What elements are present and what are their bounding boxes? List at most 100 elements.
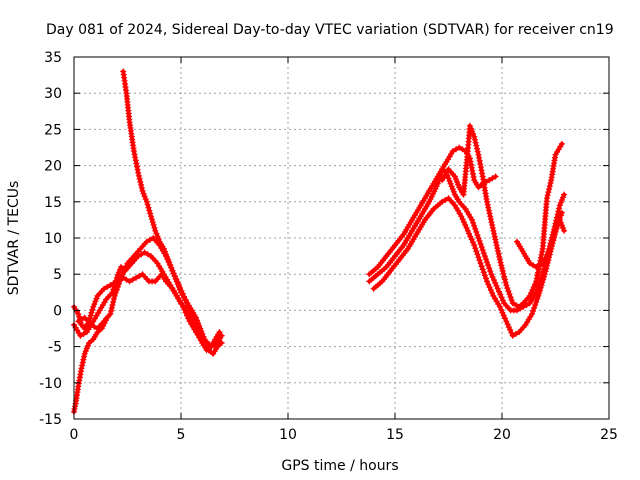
data-point xyxy=(453,176,459,183)
data-point xyxy=(557,199,564,206)
data-point xyxy=(459,146,466,153)
data-point xyxy=(556,205,563,212)
data-point xyxy=(492,173,499,180)
data-point xyxy=(175,283,182,290)
data-point xyxy=(489,290,496,296)
data-point xyxy=(539,248,546,255)
data-point xyxy=(135,169,142,176)
x-tick-label: 15 xyxy=(386,427,404,443)
data-point xyxy=(460,219,467,226)
data-point xyxy=(160,245,167,252)
data-point xyxy=(181,306,188,313)
data-point xyxy=(471,242,478,249)
data-point xyxy=(508,329,515,336)
data-point xyxy=(468,236,475,243)
data-point xyxy=(110,299,117,305)
data-point xyxy=(466,122,473,129)
data-point xyxy=(148,216,155,223)
data-point xyxy=(117,277,123,284)
data-point xyxy=(450,188,457,195)
data-point xyxy=(530,262,536,269)
data-point xyxy=(486,265,493,272)
data-point xyxy=(484,198,490,205)
data-point xyxy=(147,210,154,217)
y-tick-label: 15 xyxy=(44,195,62,211)
data-point xyxy=(550,233,557,240)
data-point xyxy=(150,222,157,228)
data-point xyxy=(483,275,489,282)
data-point xyxy=(451,173,458,180)
data-point xyxy=(491,233,498,240)
data-point xyxy=(471,133,478,140)
data-point xyxy=(485,207,492,214)
data-point xyxy=(88,309,95,316)
data-point xyxy=(496,253,503,260)
data-point xyxy=(83,345,90,352)
data-point xyxy=(133,274,140,281)
data-point xyxy=(470,219,477,226)
data-point xyxy=(439,198,446,205)
data-point xyxy=(174,281,181,288)
data-point xyxy=(533,299,540,305)
x-tick-label: 10 xyxy=(279,427,297,443)
y-tick-label: 5 xyxy=(53,267,62,283)
data-point xyxy=(155,235,162,242)
data-point xyxy=(469,239,476,246)
data-point xyxy=(512,302,519,308)
data-point xyxy=(446,178,453,184)
data-point xyxy=(543,253,550,260)
data-point xyxy=(543,262,550,269)
data-point xyxy=(546,183,553,190)
data-point xyxy=(153,230,160,237)
data-point xyxy=(467,233,474,240)
data-point xyxy=(114,283,121,290)
data-point xyxy=(556,202,563,209)
data-point xyxy=(499,297,506,304)
data-point xyxy=(474,145,480,152)
data-point xyxy=(110,295,117,302)
data-point xyxy=(484,259,490,266)
data-point xyxy=(84,342,91,349)
data-point xyxy=(499,265,505,272)
data-point xyxy=(475,235,482,241)
data-point xyxy=(163,251,169,258)
data-point xyxy=(143,238,150,245)
data-point xyxy=(449,148,456,155)
y-tick-label: 10 xyxy=(44,231,62,247)
data-point xyxy=(463,224,470,231)
data-point xyxy=(514,307,520,314)
data-point xyxy=(526,260,533,267)
data-point xyxy=(496,288,502,295)
data-point xyxy=(508,297,515,304)
data-point xyxy=(484,278,490,285)
series-trace-e xyxy=(120,68,225,357)
data-point xyxy=(129,276,136,283)
data-point xyxy=(531,305,538,311)
data-point xyxy=(107,282,114,289)
chart-title: Day 081 of 2024, Sidereal Day-to-day VTE… xyxy=(46,22,614,38)
data-point xyxy=(486,284,493,291)
data-point xyxy=(218,340,225,346)
data-point xyxy=(151,224,158,231)
data-point xyxy=(442,197,449,203)
y-tick-label: 35 xyxy=(44,50,62,66)
data-point xyxy=(490,227,497,234)
y-tick-label: 20 xyxy=(44,159,62,175)
data-series xyxy=(71,68,568,415)
data-point xyxy=(497,291,504,298)
data-point xyxy=(560,194,566,201)
data-point xyxy=(476,238,483,244)
data-point xyxy=(464,227,471,234)
data-point xyxy=(172,275,179,282)
y-tick-label: -15 xyxy=(39,412,62,428)
data-point xyxy=(560,225,566,231)
data-point xyxy=(79,362,86,369)
data-point xyxy=(529,287,536,294)
data-point xyxy=(479,247,486,254)
data-point xyxy=(501,273,508,280)
data-point xyxy=(121,266,128,273)
data-point xyxy=(553,225,560,231)
data-point xyxy=(89,306,96,313)
data-point xyxy=(473,229,480,235)
